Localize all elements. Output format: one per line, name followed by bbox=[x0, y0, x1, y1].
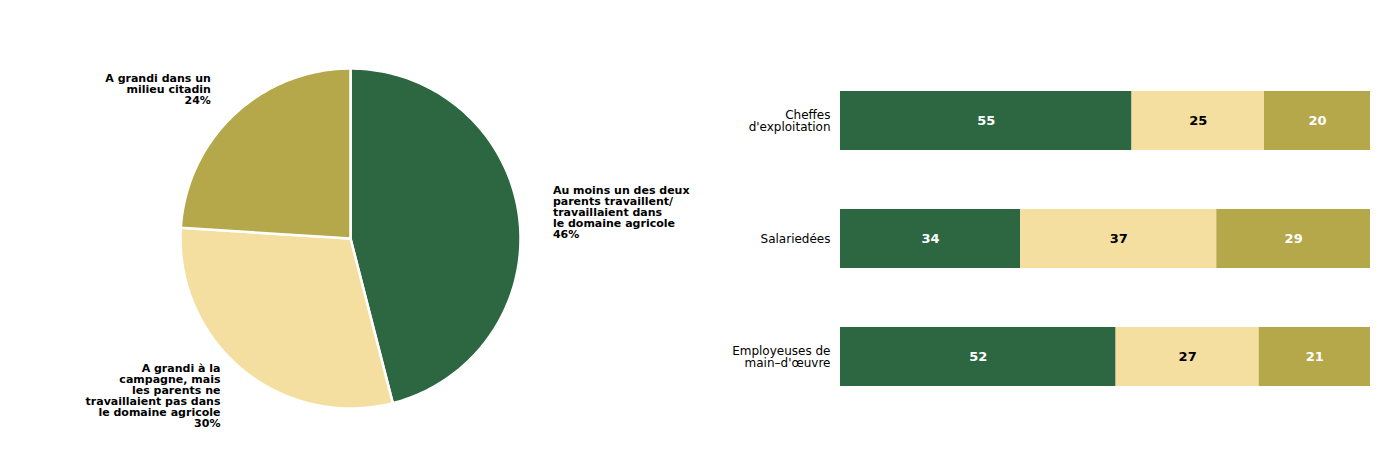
svg-text:34: 34 bbox=[922, 231, 940, 246]
svg-text:20: 20 bbox=[1308, 113, 1326, 128]
svg-text:A grandi dans unmilieu citadin: A grandi dans unmilieu citadin24% bbox=[105, 72, 211, 107]
svg-text:Salariedées: Salariedées bbox=[761, 232, 831, 246]
svg-text:29: 29 bbox=[1285, 231, 1303, 246]
svg-text:Employeuses demain–d'œuvre: Employeuses demain–d'œuvre bbox=[732, 344, 830, 370]
svg-text:52: 52 bbox=[969, 349, 987, 364]
svg-text:55: 55 bbox=[977, 113, 995, 128]
svg-text:25: 25 bbox=[1189, 113, 1207, 128]
svg-text:37: 37 bbox=[1110, 231, 1128, 246]
svg-text:Cheffesd'exploitation: Cheffesd'exploitation bbox=[749, 108, 831, 134]
svg-text:27: 27 bbox=[1179, 349, 1197, 364]
svg-text:21: 21 bbox=[1306, 349, 1324, 364]
svg-text:Au moins un des deuxparents tr: Au moins un des deuxparents travaillent/… bbox=[553, 184, 690, 241]
svg-text:A grandi à lacampagne, maisles: A grandi à lacampagne, maisles parents n… bbox=[86, 362, 221, 430]
